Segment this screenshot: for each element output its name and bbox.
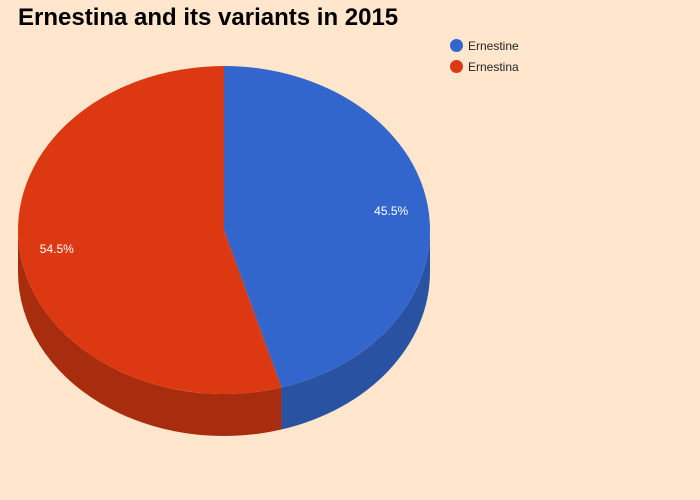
pie-side-ernestine	[281, 230, 431, 430]
data-label-ernestine: 45.5%	[374, 204, 408, 218]
pie-slice-ernestina[interactable]	[18, 66, 282, 395]
legend-swatch-ernestina	[450, 60, 463, 73]
legend: Ernestine Ernestina	[450, 35, 519, 77]
chart-title: Ernestina and its variants in 2015	[18, 4, 399, 31]
pie-side-ernestina	[18, 230, 282, 437]
legend-swatch-ernestine	[450, 39, 463, 52]
legend-item-ernestine[interactable]: Ernestine	[450, 35, 519, 56]
legend-label-ernestine: Ernestine	[468, 38, 519, 53]
data-label-ernestina: 54.5%	[40, 242, 74, 256]
legend-label-ernestina: Ernestina	[468, 59, 519, 74]
legend-item-ernestina[interactable]: Ernestina	[450, 56, 519, 77]
pie-slice-ernestine[interactable]	[224, 66, 431, 388]
